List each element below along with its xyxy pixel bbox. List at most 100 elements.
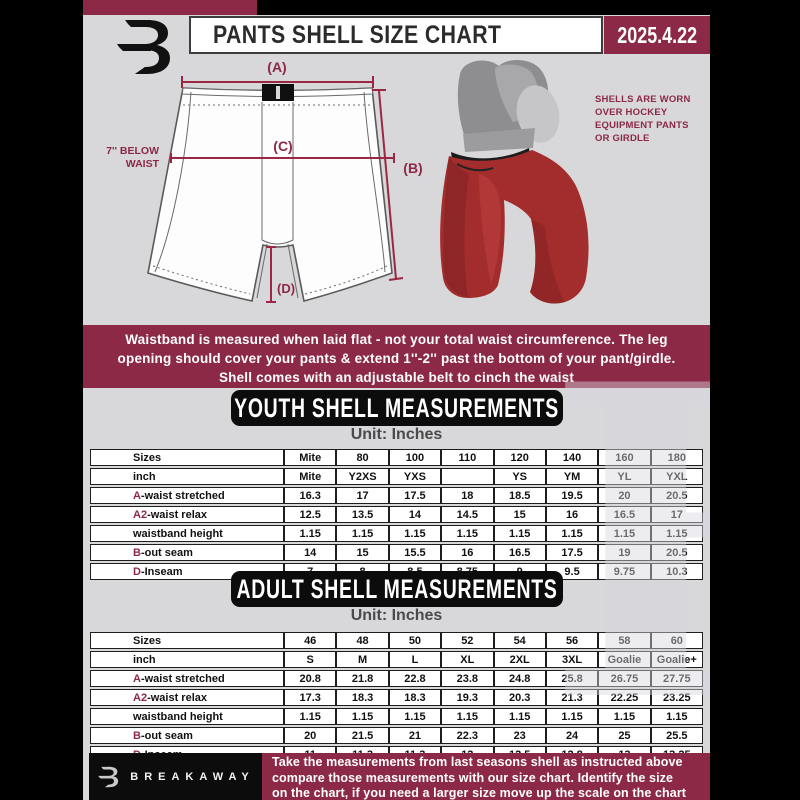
- breakaway-logo-icon: [117, 20, 170, 74]
- brand-name: BREAKAWAY: [130, 770, 255, 783]
- value-cell: YL: [598, 468, 651, 485]
- adult-size-table: Sizes 46 48 50 52 54 56 58 60 inch S M L XL 2XL 3XL Goal…: [90, 630, 703, 765]
- value-cell: 1.15: [650, 708, 703, 725]
- value-cell: 60: [650, 632, 703, 649]
- table-row: A2-waist relax 12.5 13.5 14 14.5 15 16 16.5 17: [90, 506, 703, 523]
- content-area: PANTS SHELL SIZE CHART 2025.4.22: [83, 0, 710, 800]
- table-row: Sizes Mite 80 100 110 120 140 160 180: [90, 449, 703, 466]
- table-row: A2-waist relax 17.3 18.3 18.3 19.3 20.3 21.3 22…: [90, 689, 703, 706]
- dim-d-label: (D): [277, 281, 295, 296]
- value-cell: 110: [441, 449, 494, 466]
- value-cell: XL: [441, 651, 494, 668]
- table-row: B-out seam 14 15 15.5 16 16.5 17.5 19 20.5: [90, 544, 703, 561]
- below-waist-label-line1: 7'' BELOW: [106, 145, 159, 157]
- value-cell: 22.25: [598, 689, 651, 706]
- adult-section-banner: ADULT SHELL MEASUREMENTS: [230, 571, 563, 607]
- value-cell: 25.8: [545, 670, 599, 687]
- top-strip: [83, 0, 710, 15]
- value-cell: 56: [545, 632, 599, 649]
- value-cell: 17.5: [388, 487, 442, 504]
- table-row: Sizes 46 48 50 52 54 56 58 60: [90, 632, 703, 649]
- date-text: 2025.4.22: [617, 21, 697, 48]
- value-cell: 1.15: [545, 525, 599, 542]
- value-cell: 24: [545, 727, 599, 744]
- lace: [456, 163, 494, 172]
- row-label-cell: Sizes: [90, 449, 284, 466]
- value-cell: 50: [388, 632, 442, 649]
- row-label-cell: B-out seam: [90, 727, 284, 744]
- value-cell: 20.3: [493, 689, 546, 706]
- value-cell: 20.5: [650, 487, 703, 504]
- value-cell: 24.8: [493, 670, 546, 687]
- table-row: waistband height 1.15 1.15 1.15 1.15 1.15 1.15…: [90, 525, 703, 542]
- value-cell: 16.5: [598, 506, 651, 523]
- value-cell: 1.15: [545, 708, 599, 725]
- value-cell: 1.15: [284, 525, 337, 542]
- value-cell: L: [388, 651, 442, 668]
- value-cell: 20.8: [284, 670, 337, 687]
- value-cell: 25.5: [650, 727, 703, 744]
- value-cell: 17.5: [545, 544, 599, 561]
- value-cell: [441, 468, 494, 485]
- shell-photo-illustration: [440, 60, 589, 304]
- value-cell: 180: [650, 449, 703, 466]
- value-cell: 20: [284, 727, 337, 744]
- footer-breakaway-logo-icon: [98, 766, 119, 787]
- value-cell: 1.15: [493, 525, 546, 542]
- value-cell: 1.15: [284, 708, 337, 725]
- value-cell: M: [336, 651, 389, 668]
- value-cell: Mite: [284, 449, 337, 466]
- value-cell: 2XL: [493, 651, 546, 668]
- shorts-measurement-diagram: (A) (B) (C) (D) 7'' BELOW WAIST: [106, 59, 423, 303]
- value-cell: 17.3: [284, 689, 337, 706]
- value-cell: 26.75: [598, 670, 651, 687]
- value-cell: 1.15: [388, 525, 442, 542]
- row-label-cell: B-out seam: [90, 544, 284, 561]
- dim-c-line: [170, 153, 395, 163]
- top-strip-accent: [83, 0, 257, 15]
- value-cell: 1.15: [598, 525, 651, 542]
- dim-b-line: [372, 89, 404, 281]
- value-cell: 1.15: [598, 708, 651, 725]
- value-cell: 14: [284, 544, 337, 561]
- value-cell: Goalie: [598, 651, 651, 668]
- youth-section-banner: YOUTH SHELL MEASUREMENTS: [230, 390, 563, 426]
- table-row: inch Mite Y2XS YXS YS YM YL YXL: [90, 468, 703, 485]
- value-cell: 22.8: [388, 670, 442, 687]
- value-cell: 23.25: [650, 689, 703, 706]
- value-cell: 14.5: [441, 506, 494, 523]
- youth-unit-label: Unit: Inches: [350, 426, 443, 443]
- value-cell: 18.3: [388, 689, 442, 706]
- value-cell: 15: [336, 544, 389, 561]
- value-cell: Y2XS: [336, 468, 389, 485]
- value-cell: YXS: [388, 468, 442, 485]
- value-cell: 23: [493, 727, 546, 744]
- value-cell: 21.3: [545, 689, 599, 706]
- value-cell: 46: [284, 632, 337, 649]
- adult-banner-title: ADULT SHELL MEASUREMENTS: [235, 573, 558, 604]
- value-cell: 80: [336, 449, 389, 466]
- table-row: waistband height 1.15 1.15 1.15 1.15 1.15 1.15…: [90, 708, 703, 725]
- measurement-notice-banner: Waistband is measured when laid flat - n…: [83, 325, 710, 388]
- table-row: inch S M L XL 2XL 3XL Goalie Goalie+: [90, 651, 703, 668]
- row-label-cell: waistband height: [90, 525, 284, 542]
- row-label-cell: A2-waist relax: [90, 506, 284, 523]
- value-cell: 52: [441, 632, 494, 649]
- footer-brand-box: BREAKAWAY: [89, 753, 262, 800]
- red-shell: [440, 150, 589, 304]
- row-label-cell: Sizes: [90, 632, 284, 649]
- value-cell: 20.5: [650, 544, 703, 561]
- value-cell: 54: [493, 632, 546, 649]
- value-cell: 13.5: [336, 506, 389, 523]
- row-label-cell: A-waist stretched: [90, 487, 284, 504]
- value-cell: 16.5: [493, 544, 546, 561]
- dim-a-line: [181, 76, 374, 88]
- value-cell: 19.5: [545, 487, 599, 504]
- value-cell: 1.15: [388, 708, 442, 725]
- value-cell: 18.5: [493, 487, 546, 504]
- dim-c-label: (C): [273, 138, 292, 154]
- value-cell: 25: [598, 727, 651, 744]
- value-cell: 1.15: [441, 525, 494, 542]
- row-label-cell: inch: [90, 651, 284, 668]
